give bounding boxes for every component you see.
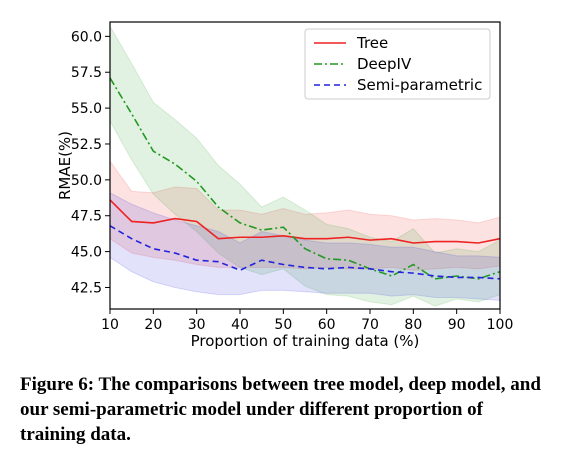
x-tick-label: 40 bbox=[231, 317, 249, 333]
legend-label-1: DeepIV bbox=[357, 55, 412, 73]
series-line-1 bbox=[109, 77, 501, 280]
figure-caption: Figure 6: The comparisons between tree m… bbox=[20, 374, 541, 445]
x-tick-label: 60 bbox=[318, 317, 336, 333]
legend-label-2: Semi-parametric bbox=[357, 76, 482, 94]
chart: 10 20 30 40 50 60 70 80 90 100 42.5 45.0 47.5 50.0 52… bbox=[56, 21, 513, 350]
x-tick-label: 80 bbox=[404, 317, 422, 333]
y-tick-label: 52.5 bbox=[71, 137, 102, 153]
x-tick-label: 90 bbox=[448, 317, 466, 333]
x-tick-label: 100 bbox=[487, 317, 514, 333]
y-axis: 42.5 45.0 47.5 50.0 52.5 55.0 57.5 60.0 bbox=[71, 29, 110, 296]
x-axis: 10 20 30 40 50 60 70 80 90 100 bbox=[101, 309, 513, 333]
y-tick-label: 47.5 bbox=[71, 209, 102, 225]
series-line-0 bbox=[109, 199, 501, 244]
legend: Tree DeepIV Semi-parametric bbox=[304, 28, 491, 100]
y-axis-title: RMAE(%) bbox=[56, 131, 74, 200]
x-axis-title: Proportion of training data (%) bbox=[191, 332, 420, 350]
y-tick-label: 60.0 bbox=[71, 29, 102, 45]
y-tick-label: 55.0 bbox=[71, 101, 102, 117]
y-tick-label: 50.0 bbox=[71, 173, 102, 189]
y-tick-label: 57.5 bbox=[71, 65, 102, 81]
x-tick-label: 50 bbox=[274, 317, 292, 333]
y-tick-label: 45.0 bbox=[71, 245, 102, 261]
series-line-2 bbox=[109, 225, 501, 280]
y-tick-label: 42.5 bbox=[71, 280, 102, 296]
x-tick-label: 30 bbox=[188, 317, 206, 333]
series-lines bbox=[109, 77, 501, 280]
x-tick-label: 70 bbox=[361, 317, 379, 333]
legend-box bbox=[304, 28, 491, 100]
legend-label-0: Tree bbox=[356, 34, 388, 52]
x-tick-label: 10 bbox=[101, 317, 119, 333]
plot-frame bbox=[109, 21, 501, 310]
x-tick-label: 20 bbox=[144, 317, 162, 333]
